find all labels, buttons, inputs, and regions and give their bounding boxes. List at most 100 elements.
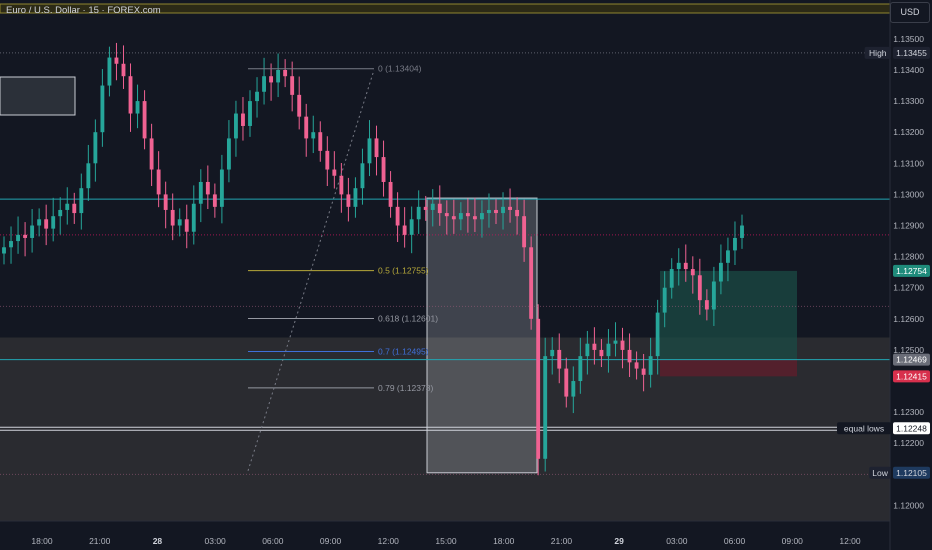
range-box [426,197,538,474]
time-tick-label: 09:00 [320,536,342,546]
price-tick-label: 1.12000 [893,500,924,510]
price-tick-label: 1.12500 [893,345,924,355]
candle-body [416,206,421,220]
time-tick-label: 18:00 [31,536,53,546]
candle-body [423,206,428,210]
candle-body [16,234,20,242]
price-tag [893,370,930,383]
candle-body [332,169,337,176]
time-axis[interactable]: 18:00 21:00 28 03:00 06:00 09:00 12:00 15:00 18:… [0,520,890,546]
time-tick-label: 09:00 [782,536,804,546]
candle-body [515,209,520,217]
candle-body [718,262,723,282]
candle-body [37,219,42,226]
price-tick-label: 1.13000 [893,189,924,199]
fib-level-label: 0.79 (1.12378) [378,383,433,393]
candle-body [536,318,541,459]
candle-body [149,138,154,170]
asia-range-box [0,76,76,116]
candle-body [458,213,463,220]
candle-body [297,94,302,117]
price-tick-label: 1.12800 [893,252,924,262]
candle-body [248,101,252,126]
candle-body [726,250,730,263]
price-tag [893,46,930,59]
candle-body [690,269,695,276]
fib-level-label: 0.7 (1.12495) [378,346,429,356]
candle-body [234,113,238,139]
candle-body [79,188,84,214]
price-tag-value: 1.12469 [896,355,927,365]
candle-body [241,113,245,126]
candle-body [501,206,505,214]
candle-body [374,138,379,158]
time-tick-label: 21:00 [89,536,111,546]
time-tick-label: 12:00 [839,536,861,546]
price-tag [893,422,930,435]
candle-body [578,356,583,382]
candle-body [339,175,344,195]
price-tag-name: equal lows [844,423,884,433]
candle-body [107,57,112,86]
candle-body [30,225,35,238]
candle-body [304,116,309,139]
candle-body [346,194,351,207]
candle-body [655,312,660,357]
price-tag-value: 1.12415 [896,371,927,381]
candle-body [72,203,77,214]
candle-body [543,356,548,459]
candle-body [128,76,133,114]
candle-body [641,368,646,375]
candle-body [9,241,13,248]
currency-button[interactable]: USD [890,2,930,23]
candle-body [711,281,716,310]
candle-body [311,132,316,139]
price-tag-name-bg [837,422,891,435]
candle-body [142,101,147,139]
time-tick-label: 28 [153,536,163,546]
candles-layer [2,42,744,476]
time-tick-label: 29 [614,536,624,546]
candle-body [592,343,597,350]
candle-body [177,219,182,226]
candle-body [606,343,611,357]
candle-body [205,181,210,195]
candle-body [627,349,632,363]
candle-body [325,150,330,170]
candle-body [472,216,477,220]
price-tag [893,353,930,366]
candle-body [697,275,702,301]
candle-body [409,219,414,235]
candle-body [269,76,274,83]
candle-body [290,76,295,95]
candle-body [381,157,386,182]
levels-layer [0,52,890,475]
time-tick-label: 03:00 [666,536,688,546]
candle-body [487,209,491,214]
candle-body [676,262,681,270]
price-axis[interactable]: 1.13500 1.13400 1.13300 1.13200 1.13100 1.130… [889,0,924,550]
price-tick-label: 1.13500 [893,34,924,44]
candle-body [226,138,231,170]
candle-body [65,203,70,210]
candle-body [86,163,91,189]
candle-body [480,213,484,220]
time-tick-label: 06:00 [724,536,746,546]
candle-body [262,76,266,92]
candle-body [255,91,259,102]
candle-body [170,209,175,226]
candle-body [599,349,604,357]
candle-body [395,206,400,226]
candle-body [648,356,653,375]
price-tag-name: Low [872,468,888,478]
candle-body [360,163,365,189]
candle-body [662,287,667,313]
candle-body [93,132,98,164]
fib-retracement[interactable]: 0 (1.13404) 0.5 (1.12755) 0.618 (1.12601) 0… [247,64,438,471]
price-tag-value: 1.13455 [896,48,927,58]
candle-body [669,269,674,288]
fib-level-label: 0.5 (1.12755) [378,266,429,276]
price-tick-label: 1.13100 [893,158,924,168]
candle-body [494,209,498,214]
